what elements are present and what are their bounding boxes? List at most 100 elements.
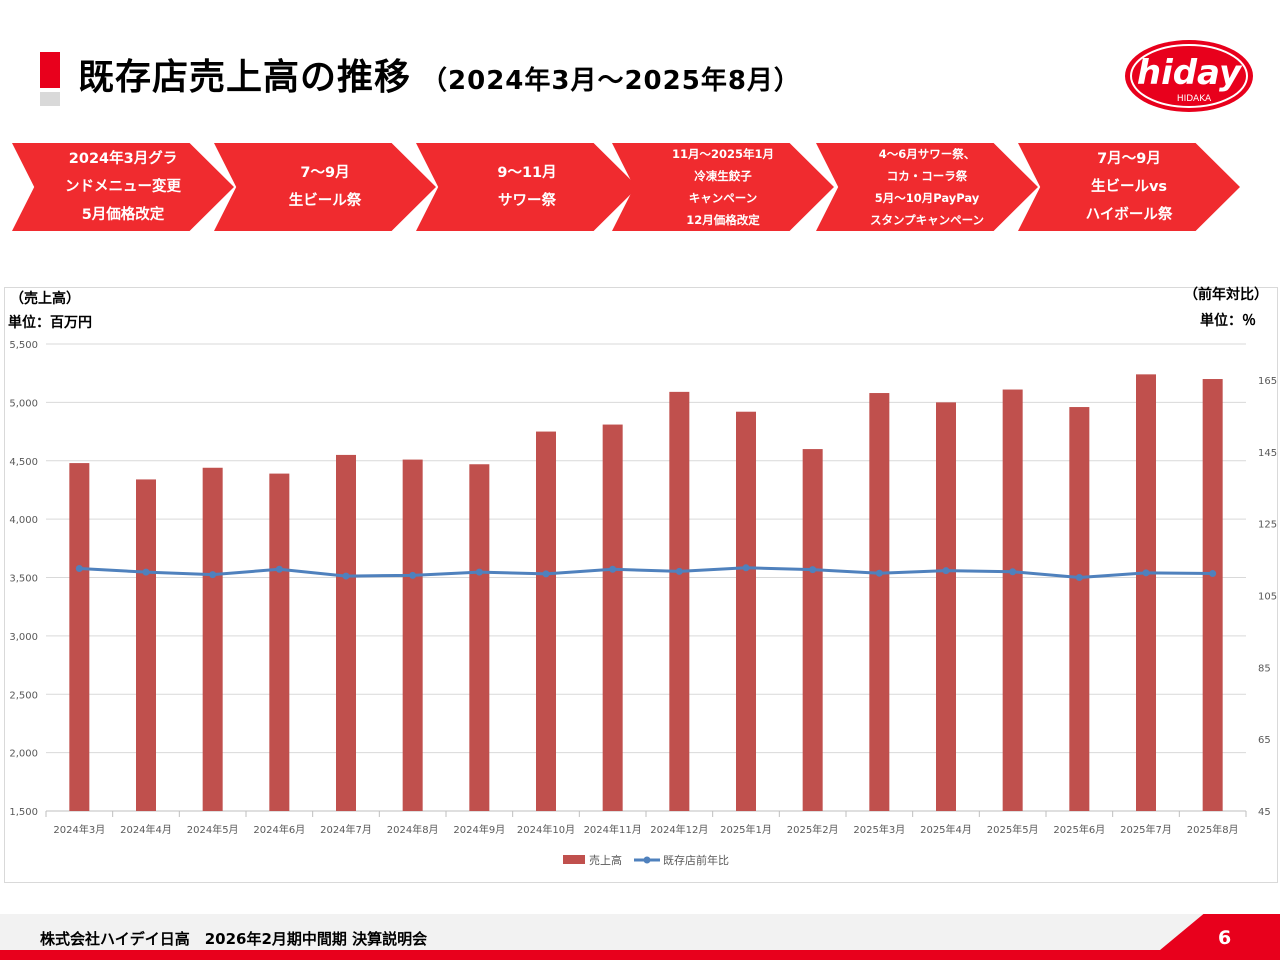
y-left-tick-label: 2,500 <box>9 690 38 701</box>
bar-sales <box>336 454 356 811</box>
page-title-main: 既存店売上高の推移 <box>78 57 412 98</box>
point-yoy <box>75 565 83 573</box>
y-right-tick-label: 105 <box>1258 591 1277 602</box>
x-tick-label: 2025年2月 <box>787 823 839 836</box>
x-tick-label: 2024年12月 <box>650 823 708 836</box>
bar-sales <box>136 479 156 811</box>
bar-sales <box>602 424 623 811</box>
timeline-step-2-line: 7～9月 <box>300 165 350 181</box>
y-right-tick-label: 85 <box>1258 663 1271 674</box>
x-tick-label: 2024年3月 <box>53 823 105 836</box>
bar-sales <box>69 463 90 811</box>
bar-sales <box>402 459 423 811</box>
timeline-step-3-line: 9～11月 <box>497 165 557 181</box>
legend-label-yoy: 既存店前年比 <box>663 853 729 867</box>
timeline-step-3: 9～11月 サワー祭 <box>416 143 638 231</box>
point-yoy <box>209 571 217 579</box>
y-right-tick-label: 125 <box>1258 520 1277 531</box>
timeline-step-1-line: ンドメニュー変更 <box>65 179 181 195</box>
timeline-step-5: 4～6月サワー祭、 コカ・コーラ祭 5月～10月PayPay スタンプキャンペー… <box>816 143 1038 231</box>
title-accent-shadow <box>40 92 60 106</box>
y-left-tick-label: 2,000 <box>9 749 38 760</box>
bar-sales <box>936 402 956 811</box>
bar-sales <box>669 391 690 811</box>
legend-swatch-sales <box>563 855 585 864</box>
bar-sales <box>736 411 756 811</box>
footer-red-stripe <box>0 950 1280 960</box>
timeline-step-6-line: 7月～9月 <box>1097 151 1161 167</box>
bar-sales <box>469 464 490 811</box>
timeline-step-1: 2024年3月グラ ンドメニュー変更 5月価格改定 <box>12 143 234 231</box>
y-left-tick-label: 1,500 <box>9 807 38 818</box>
timeline-step-6-line: ハイボール祭 <box>1085 207 1173 223</box>
point-yoy <box>875 569 883 577</box>
timeline-step-1-line: 5月価格改定 <box>81 207 165 223</box>
y-left-tick-label: 4,000 <box>9 515 38 526</box>
timeline-step-5-line: コカ・コーラ祭 <box>886 169 968 183</box>
point-yoy <box>809 566 817 574</box>
logo-subtext: HIDAKA <box>1177 94 1212 104</box>
point-yoy <box>1209 570 1217 578</box>
timeline-step-5-line: スタンプキャンペーン <box>869 213 985 227</box>
left-axis-title: （売上高） <box>10 291 80 307</box>
point-yoy <box>275 565 283 573</box>
bar-sales <box>202 467 223 811</box>
timeline-step-4-line: キャンペーン <box>688 191 758 205</box>
timeline-step-5-line: 4～6月サワー祭、 <box>878 147 976 161</box>
right-axis-unit: 単位：％ <box>1200 313 1256 329</box>
x-tick-label: 2025年5月 <box>987 823 1039 836</box>
y-right-tick-label: 45 <box>1258 807 1271 818</box>
x-tick-label: 2025年4月 <box>920 823 972 836</box>
bar-sales <box>1202 379 1223 811</box>
timeline-step-4-line: 11月～2025年1月 <box>671 147 774 161</box>
y-left-tick-label: 5,000 <box>9 398 38 409</box>
timeline-step-6: 7月～9月 生ビールvs ハイボール祭 <box>1018 143 1240 231</box>
timeline-step-4-line: 冷凍生餃子 <box>694 169 752 183</box>
point-yoy <box>1142 569 1150 577</box>
point-yoy <box>409 571 417 579</box>
page-number: 6 <box>1218 927 1232 949</box>
bar-sales <box>536 431 556 811</box>
x-tick-label: 2025年1月 <box>720 823 772 836</box>
hiday-logo: hiday HIDAKA <box>1125 40 1253 112</box>
x-tick-label: 2025年3月 <box>853 823 905 836</box>
x-tick-label: 2024年5月 <box>187 823 239 836</box>
page-title-period: （2024年3月～2025年8月） <box>421 66 801 96</box>
right-axis-title: （前年対比） <box>1184 287 1268 303</box>
x-tick-label: 2024年8月 <box>387 823 439 836</box>
timeline-step-5-line: 5月～10月PayPay <box>874 191 980 205</box>
point-yoy <box>1075 574 1083 581</box>
x-tick-label: 2024年10月 <box>517 823 575 836</box>
y-left-tick-label: 3,000 <box>9 632 38 643</box>
x-tick-label: 2025年7月 <box>1120 823 1172 836</box>
point-yoy <box>942 567 950 575</box>
bar-sales <box>1136 374 1156 811</box>
campaign-timeline: 2024年3月グラ ンドメニュー変更 5月価格改定 7～9月 生ビール祭 9～1… <box>12 143 1242 233</box>
y-right-tick-label: 165 <box>1258 376 1277 387</box>
x-tick-label: 2024年9月 <box>453 823 505 836</box>
y-right-tick-label: 65 <box>1258 735 1271 746</box>
timeline-step-6-line: 生ビールvs <box>1090 179 1168 195</box>
point-yoy <box>342 572 350 580</box>
timeline-step-1-line: 2024年3月グラ <box>68 151 178 167</box>
x-tick-label: 2024年11月 <box>584 823 642 836</box>
timeline-step-3-line: サワー祭 <box>498 193 556 209</box>
point-yoy <box>609 565 617 573</box>
title-accent-bar <box>40 52 60 88</box>
legend-label-sales: 売上高 <box>589 853 622 867</box>
y-left-tick-label: 4,500 <box>9 457 38 468</box>
y-left-tick-label: 3,500 <box>9 574 38 585</box>
y-left-tick-label: 5,500 <box>9 340 38 351</box>
y-right-tick-label: 145 <box>1258 448 1277 459</box>
legend-marker-yoy <box>643 856 651 864</box>
point-yoy <box>742 564 750 572</box>
footer-company: 株式会社ハイデイ日高 2026年2月期中間期 決算説明会 <box>40 930 428 948</box>
bar-sales <box>802 449 823 811</box>
point-yoy <box>1009 568 1017 576</box>
bar-sales <box>1002 389 1023 811</box>
timeline-step-2-line: 生ビール祭 <box>288 193 362 209</box>
timeline-step-4: 11月～2025年1月 冷凍生餃子 キャンペーン 12月価格改定 <box>612 143 834 231</box>
timeline-step-2: 7～9月 生ビール祭 <box>214 143 436 231</box>
point-yoy <box>142 568 150 576</box>
